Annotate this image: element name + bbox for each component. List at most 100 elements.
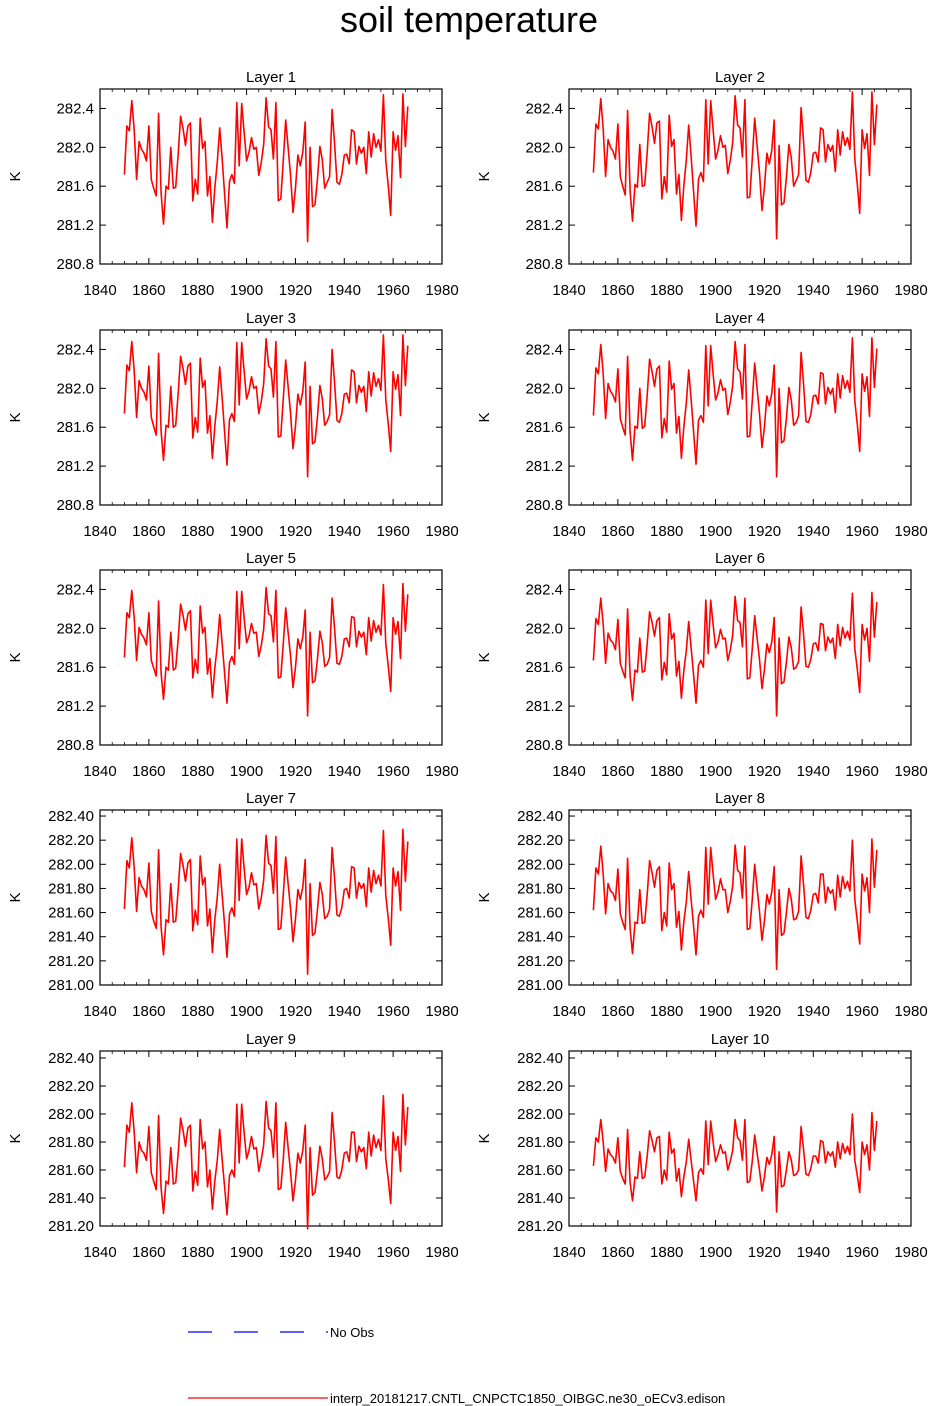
x-tick-label: 1960 [376,1244,409,1261]
x-tick-label: 1900 [699,1003,732,1020]
y-tick-label: 281.40 [517,929,563,946]
x-tick-label: 1860 [601,282,634,299]
series-line [592,1111,878,1213]
y-tick-label: 280.8 [525,256,563,273]
y-axis-label: K [7,412,24,422]
x-tick-label: 1900 [230,523,263,540]
y-tick-label: 282.40 [48,1050,94,1067]
chart-title: Layer 6 [715,550,765,567]
y-tick-label: 282.4 [525,581,563,598]
y-tick-label: 281.2 [56,217,94,234]
y-tick-label: 281.60 [517,905,563,922]
y-tick-label: 281.2 [56,698,94,715]
y-tick-label: 282.4 [525,100,563,117]
x-tick-label: 1940 [328,1003,361,1020]
x-tick-label: 1860 [132,1244,165,1261]
y-tick-label: 281.80 [48,1134,94,1151]
x-tick-label: 1840 [83,523,116,540]
x-tick-label: 1860 [601,763,634,780]
y-tick-label: 282.40 [48,808,94,825]
x-tick-label: 1900 [230,282,263,299]
x-tick-label: 1880 [181,282,214,299]
y-tick-label: 280.8 [56,256,94,273]
x-tick-label: 1900 [230,1003,263,1020]
x-tick-label: 1880 [650,1244,683,1261]
x-tick-label: 1920 [279,763,312,780]
chart-title: Layer 10 [711,1031,769,1048]
y-tick-label: 282.0 [56,380,94,397]
x-tick-label: 1980 [894,1003,927,1020]
x-tick-label: 1860 [132,282,165,299]
y-tick-label: 281.6 [525,659,563,676]
y-tick-label: 282.20 [48,832,94,849]
x-tick-label: 1880 [181,763,214,780]
x-tick-label: 1980 [425,1244,458,1261]
x-tick-label: 1900 [699,763,732,780]
x-tick-label: 1860 [132,1003,165,1020]
series-line [123,582,409,717]
x-tick-label: 1960 [376,763,409,780]
chart-8: Layer 8 1840 1860 1880 1900 1920 1940 1960 1980 2… [476,790,928,1020]
y-tick-label: 282.4 [525,341,563,358]
chart-7: Layer 7 1840 1860 1880 1900 1920 1940 1960 1980 2… [7,790,459,1020]
x-tick-label: 1880 [650,1003,683,1020]
x-tick-label: 1940 [797,523,830,540]
x-tick-label: 1900 [699,523,732,540]
chart-3: Layer 3 1840 1860 1880 1900 1920 1940 1960 1980 2… [7,310,459,540]
y-tick-label: 281.2 [525,217,563,234]
chart-10: Layer 10 1840 1860 1880 1900 1920 1940 1960 1980… [476,1031,928,1261]
y-axis-label: K [476,1133,493,1143]
x-tick-label: 1920 [748,763,781,780]
model-legend-line [188,1397,328,1399]
x-tick-label: 1840 [83,1244,116,1261]
y-tick-label: 281.40 [517,1190,563,1207]
x-tick-label: 1920 [748,282,781,299]
y-axis-label: K [476,652,493,662]
x-tick-label: 1960 [376,523,409,540]
y-tick-label: 282.0 [56,620,94,637]
y-tick-label: 280.8 [525,737,563,754]
x-tick-label: 1840 [83,1003,116,1020]
y-axis-label: K [476,412,493,422]
series-line [592,838,878,971]
x-tick-label: 1960 [845,1244,878,1261]
y-tick-label: 282.4 [56,581,94,598]
y-tick-label: 281.6 [56,178,94,195]
plot-frame [568,809,912,986]
y-tick-label: 281.20 [48,1218,94,1235]
x-tick-label: 1920 [279,1003,312,1020]
obs-legend-label: No Obs [330,1325,375,1340]
y-tick-label: 282.0 [56,139,94,156]
y-tick-label: 280.8 [525,497,563,514]
y-axis-label: K [476,892,493,902]
x-tick-label: 1940 [328,282,361,299]
chart-2: Layer 2 1840 1860 1880 1900 1920 1940 1960 1980 2… [476,69,928,299]
chart-4: Layer 4 1840 1860 1880 1900 1920 1940 1960 1980 2… [476,310,928,540]
x-tick-label: 1860 [601,1244,634,1261]
y-tick-label: 282.40 [517,1050,563,1067]
x-tick-label: 1980 [425,282,458,299]
y-tick-label: 281.40 [48,1190,94,1207]
series-line [592,591,878,717]
series-line [123,1093,409,1230]
y-tick-label: 282.0 [525,139,563,156]
x-tick-label: 1980 [894,763,927,780]
x-tick-label: 1980 [894,282,927,299]
y-tick-label: 282.00 [517,1106,563,1123]
y-tick-label: 281.6 [525,178,563,195]
chart-title: Layer 1 [246,69,296,86]
x-tick-label: 1920 [748,1003,781,1020]
y-tick-label: 281.80 [48,880,94,897]
chart-title: Layer 4 [715,310,765,327]
x-tick-label: 1880 [181,523,214,540]
y-tick-label: 281.2 [525,698,563,715]
series-line [123,93,409,243]
x-tick-label: 1880 [181,1244,214,1261]
x-tick-label: 1860 [132,763,165,780]
x-tick-label: 1880 [181,1003,214,1020]
y-tick-label: 282.20 [517,832,563,849]
x-tick-label: 1920 [748,1244,781,1261]
series-line [123,334,409,478]
y-tick-label: 281.80 [517,880,563,897]
x-tick-label: 1920 [279,282,312,299]
